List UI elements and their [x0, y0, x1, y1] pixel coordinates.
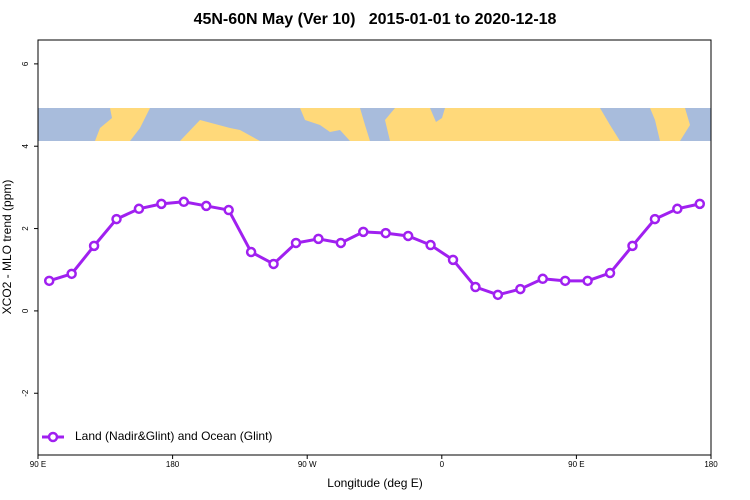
x-tick-label: 90 E	[30, 460, 46, 469]
y-tick-label: 6	[21, 61, 30, 66]
plot-frame	[37, 39, 712, 456]
point	[402, 230, 414, 242]
point	[627, 240, 638, 252]
legend-marker	[47, 431, 59, 443]
series-line	[48, 200, 701, 297]
point	[43, 275, 55, 287]
point	[111, 213, 122, 225]
point	[156, 198, 167, 210]
point	[201, 200, 212, 212]
point	[358, 226, 369, 238]
x-tick-label: 90 W	[298, 460, 317, 469]
point	[178, 196, 190, 208]
point	[492, 289, 504, 301]
legend-label: Land (Nadir&Glint) and Ocean (Glint)	[75, 429, 272, 443]
y-axis-label: XCO2 - MLO trend (ppm)	[0, 180, 14, 315]
point	[537, 273, 548, 285]
y-tick-label: 4	[21, 143, 30, 148]
point	[604, 267, 616, 279]
point	[66, 268, 77, 280]
y-tick-label: 2	[21, 226, 30, 231]
point	[245, 246, 257, 258]
point	[470, 281, 481, 293]
point	[88, 240, 100, 252]
point	[582, 275, 593, 287]
x-tick-label: 180	[704, 460, 718, 469]
point	[515, 283, 526, 295]
x-axis-label: Longitude (deg E)	[327, 476, 422, 490]
point	[290, 237, 302, 249]
point	[133, 203, 145, 215]
point	[559, 275, 571, 287]
point	[380, 227, 391, 239]
y-tick-label: 0	[21, 308, 30, 313]
chart-title: 45N-60N May (Ver 10) 2015-01-01 to 2020-…	[194, 11, 557, 28]
point	[672, 203, 683, 215]
x-tick-label: 90 E	[568, 460, 584, 469]
y-tick-label: -2	[21, 389, 30, 397]
point	[425, 239, 436, 251]
point	[649, 213, 661, 225]
x-tick-label: 180	[166, 460, 180, 469]
point	[268, 258, 279, 270]
point	[223, 204, 234, 216]
point	[313, 233, 324, 245]
x-tick-label: 0	[440, 460, 445, 469]
point	[335, 237, 347, 249]
point	[447, 254, 459, 266]
map-band	[38, 108, 711, 141]
point	[694, 198, 706, 210]
